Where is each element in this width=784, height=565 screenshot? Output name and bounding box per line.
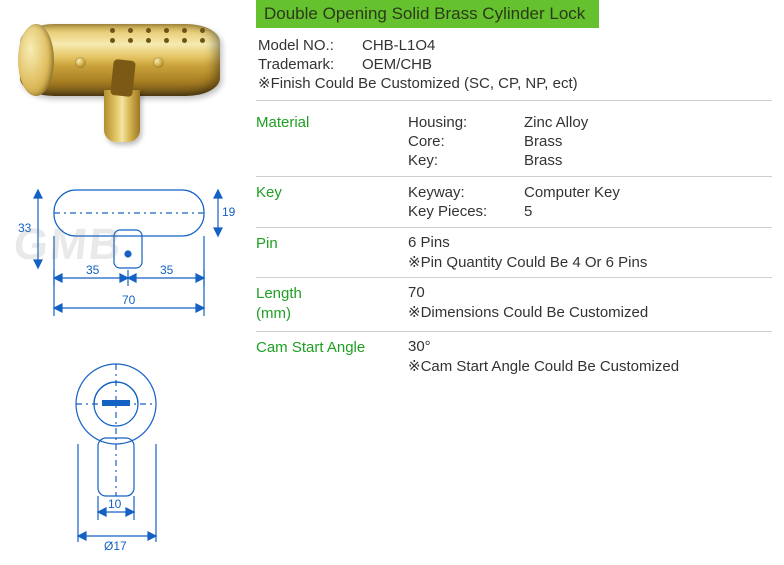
length-note: Dimensions Could Be Customized xyxy=(421,304,649,321)
material-key-v: Brass xyxy=(524,152,562,169)
material-housing-k: Housing: xyxy=(408,114,514,131)
note-prefix-icon: ※ xyxy=(408,254,421,271)
note-prefix-icon: ※ xyxy=(408,358,421,375)
material-core-v: Brass xyxy=(524,133,562,150)
section-length: Length (mm) 70 ※Dimensions Could Be Cust… xyxy=(256,278,772,332)
pin-label: Pin xyxy=(256,234,408,271)
keypieces-v: 5 xyxy=(524,203,532,220)
cam-label: Cam Start Angle xyxy=(256,338,408,375)
cylinder-face xyxy=(18,24,54,96)
length-label-1: Length xyxy=(256,284,408,304)
dim-19: 19 xyxy=(222,205,236,219)
length-label-2: (mm) xyxy=(256,304,408,324)
section-material: Material Housing: Zinc Alloy Core: Brass K… xyxy=(256,107,772,177)
product-title: Double Opening Solid Brass Cylinder Lock xyxy=(256,0,599,28)
keypieces-k: Key Pieces: xyxy=(408,203,514,220)
dim-70: 70 xyxy=(122,293,136,307)
section-cam: Cam Start Angle 30° ※Cam Start Angle Cou… xyxy=(256,332,772,381)
cam-note: Cam Start Angle Could Be Customized xyxy=(421,358,679,375)
note-prefix-icon: ※ xyxy=(258,75,271,92)
left-column: 35 35 70 33 19 10 xyxy=(0,0,248,565)
model-no-value: CHB-L1O4 xyxy=(362,37,435,54)
material-label: Material xyxy=(256,113,408,170)
dim-10: 10 xyxy=(108,497,122,511)
keyway-k: Keyway: xyxy=(408,184,514,201)
cylinder-screw-icon xyxy=(76,58,85,67)
pin-note: Pin Quantity Could Be 4 Or 6 Pins xyxy=(421,254,648,271)
keyway-v: Computer Key xyxy=(524,184,620,201)
cylinder-screw-icon xyxy=(154,58,163,67)
dim-35-left: 35 xyxy=(86,263,100,277)
note-prefix-icon: ※ xyxy=(408,304,421,321)
finish-note: Finish Could Be Customized (SC, CP, NP, … xyxy=(271,75,578,92)
length-value: 70 xyxy=(408,284,772,301)
spec-sheet: Double Opening Solid Brass Cylinder Lock… xyxy=(248,0,784,565)
product-photo xyxy=(8,10,232,150)
section-pin: Pin 6 Pins ※Pin Quantity Could Be 4 Or 6… xyxy=(256,228,772,278)
material-core-k: Core: xyxy=(408,133,514,150)
cylinder-cam xyxy=(110,59,136,97)
material-housing-v: Zinc Alloy xyxy=(524,114,588,131)
pin-value: 6 Pins xyxy=(408,234,772,251)
trademark-value: OEM/CHB xyxy=(362,56,432,73)
key-label: Key xyxy=(256,183,408,221)
model-no-label: Model NO.: xyxy=(258,37,354,54)
header-block: Model NO.: CHB-L1O4 Trademark: OEM/CHB ※… xyxy=(256,34,772,101)
cylinder-neck xyxy=(104,90,140,142)
dim-35-right: 35 xyxy=(160,263,174,277)
dim-d17: Ø17 xyxy=(104,539,127,552)
elevation-drawing: 35 35 70 33 19 xyxy=(8,170,236,342)
material-key-k: Key: xyxy=(408,152,514,169)
cam-value: 30° xyxy=(408,338,772,355)
dim-33: 33 xyxy=(18,221,32,235)
trademark-label: Trademark: xyxy=(258,56,354,73)
section-key: Key Keyway: Computer Key Key Pieces: 5 xyxy=(256,177,772,228)
endview-drawing: 10 Ø17 xyxy=(8,352,236,552)
